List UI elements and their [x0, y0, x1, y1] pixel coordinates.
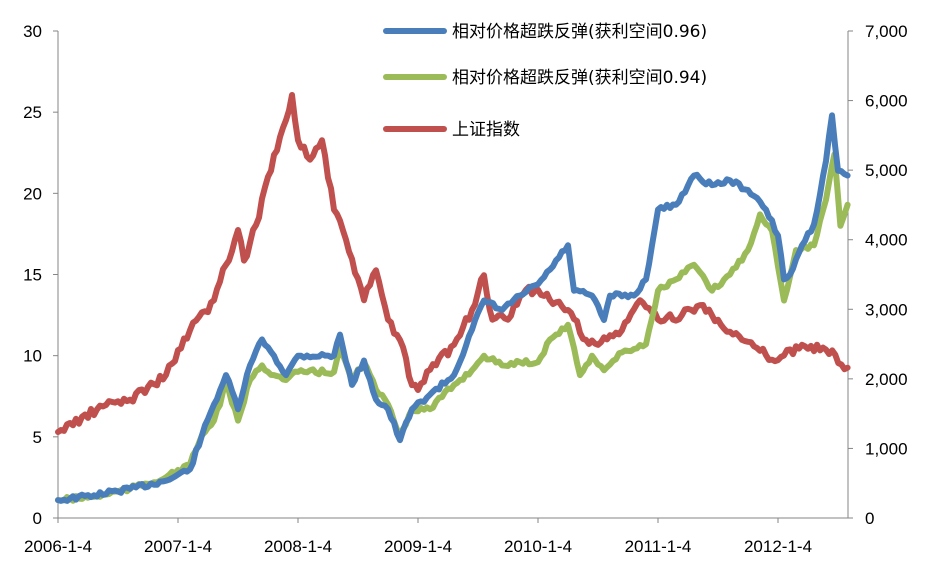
x-tick-label: 2007-1-4 — [144, 537, 212, 556]
right-tick-label: 5,000 — [865, 161, 908, 180]
right-tick-label: 3,000 — [865, 300, 908, 319]
right-tick-label: 6,000 — [865, 92, 908, 111]
right-tick-label: 1,000 — [865, 439, 908, 458]
x-tick-label: 2012-1-4 — [744, 537, 812, 556]
legend-label-2: 上证指数 — [452, 120, 520, 140]
series-group — [55, 92, 851, 504]
left-tick-label: 20 — [23, 184, 42, 203]
legend: 相对价格超跌反弹(获利空间0.96) 相对价格超跌反弹(获利空间0.94) 上证指数 — [383, 22, 707, 140]
left-tick-label: 25 — [23, 103, 42, 122]
x-tick-label: 2006-1-4 — [24, 537, 92, 556]
right-tick-label: 0 — [865, 509, 874, 528]
series-line-1 — [55, 151, 851, 504]
right-tick-label: 2,000 — [865, 370, 908, 389]
left-tick-label: 30 — [23, 22, 42, 41]
x-tick-label: 2010-1-4 — [504, 537, 572, 556]
x-tick-label: 2008-1-4 — [264, 537, 332, 556]
legend-label-0: 相对价格超跌反弹(获利空间0.96) — [452, 22, 707, 42]
axes: 0 5 10 15 20 25 30 0 1,000 2,000 3,000 4,000 5,000 6,… — [23, 22, 907, 556]
series-line-0 — [55, 112, 851, 504]
right-tick-label: 4,000 — [865, 231, 908, 250]
x-tick-label: 2011-1-4 — [625, 537, 692, 556]
left-tick-label: 5 — [33, 428, 42, 447]
right-tick-label: 7,000 — [865, 22, 908, 41]
left-tick-label: 10 — [23, 347, 42, 366]
series-line-2 — [55, 92, 851, 435]
x-tick-label: 2009-1-4 — [384, 537, 452, 556]
legend-label-1: 相对价格超跌反弹(获利空间0.94) — [452, 68, 707, 88]
left-tick-label: 15 — [23, 266, 42, 285]
left-tick-label: 0 — [33, 509, 42, 528]
